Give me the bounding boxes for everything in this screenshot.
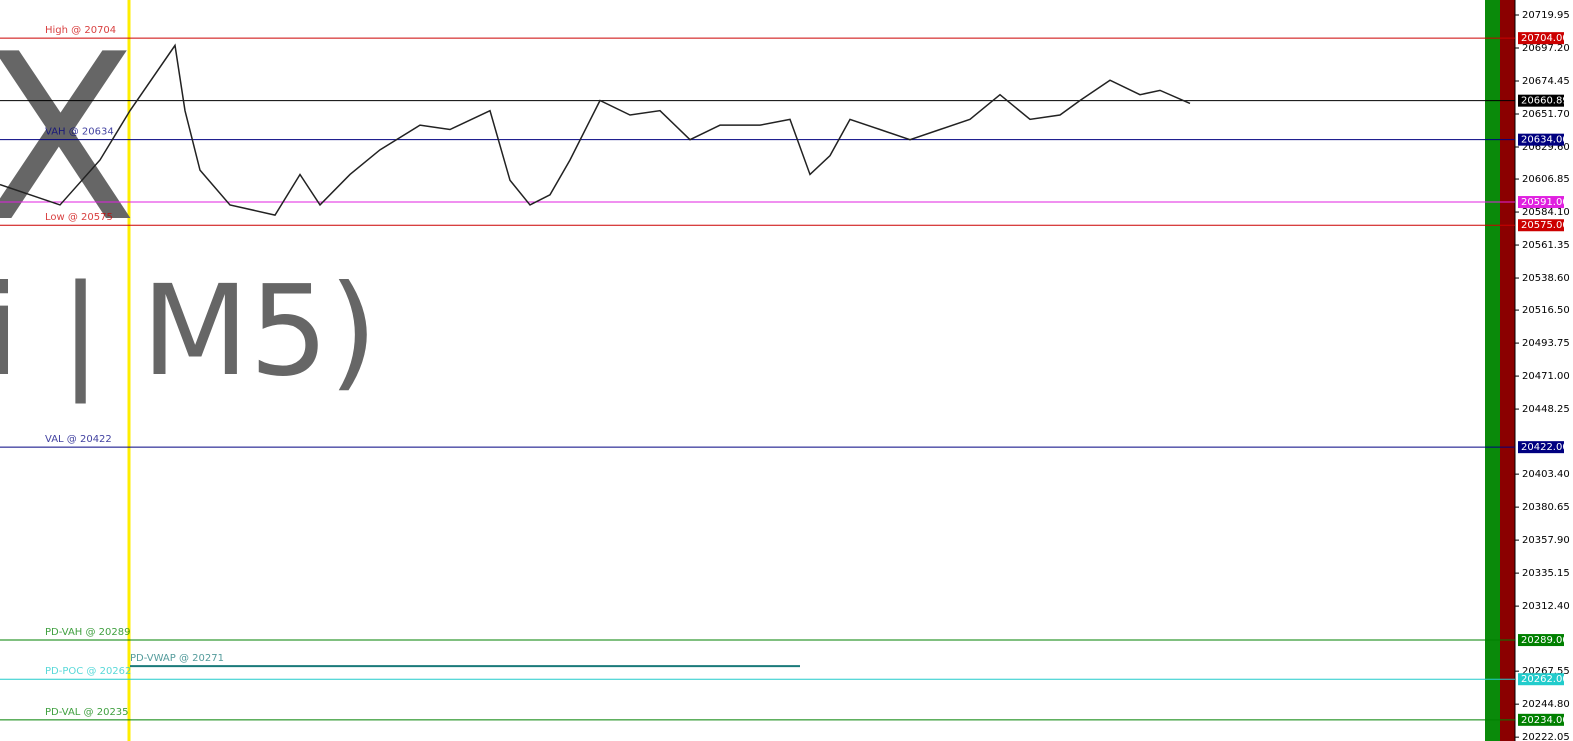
y-tick-label: 20380.65 xyxy=(1522,502,1570,513)
y-tick-label: 20267.55 xyxy=(1522,666,1570,677)
price-tag-label: 20660.89 xyxy=(1521,96,1569,107)
y-tick-label: 20719.95 xyxy=(1522,10,1570,21)
price-tag-label: 20422.00 xyxy=(1521,442,1569,453)
price-tag xyxy=(1518,673,1564,686)
y-tick-label: 20357.90 xyxy=(1522,535,1570,546)
y-tick-label: 20697.20 xyxy=(1522,43,1570,54)
y-tick-label: 20244.80 xyxy=(1522,699,1570,710)
y-tick-label: 20471.00 xyxy=(1522,371,1570,382)
y-tick-label: 20584.10 xyxy=(1522,207,1570,218)
level-label: PD-VAH @ 20289 xyxy=(45,627,130,638)
level-label: PD-POC @ 20262 xyxy=(45,666,131,677)
price-tag-label: 20289.00 xyxy=(1521,635,1569,646)
level-label: Low @ 20575 xyxy=(45,212,113,223)
y-tick-label: 20493.75 xyxy=(1522,338,1570,349)
price-tag xyxy=(1518,32,1564,45)
price-tag xyxy=(1518,94,1564,107)
y-tick-label: 20403.40 xyxy=(1522,469,1570,480)
price-tag-label: 20234.00 xyxy=(1521,715,1569,726)
level-label: High @ 20704 xyxy=(45,25,116,36)
y-tick-label: 20561.35 xyxy=(1522,240,1570,251)
price-tag-label: 20591.00 xyxy=(1521,197,1569,208)
level-label: VAL @ 20422 xyxy=(45,434,112,445)
price-tag-label: 20704.00 xyxy=(1521,33,1569,44)
price-tag-label: 20262.00 xyxy=(1521,674,1569,685)
price-tag xyxy=(1518,441,1564,454)
y-tick-label: 20222.05 xyxy=(1522,732,1570,741)
y-tick-label: 20674.45 xyxy=(1522,76,1570,87)
y-tick-label: 20606.85 xyxy=(1522,174,1570,185)
price-tag-label: 20634.00 xyxy=(1521,135,1569,146)
price-tag xyxy=(1518,196,1564,209)
y-tick-label: 20312.40 xyxy=(1522,601,1570,612)
price-tag xyxy=(1518,219,1564,232)
y-tick-label: 20516.50 xyxy=(1522,305,1570,316)
y-tick-label: 20629.60 xyxy=(1522,142,1570,153)
level-label: PD-VWAP @ 20271 xyxy=(130,653,224,664)
level-label: VAH @ 20634 xyxy=(45,127,114,138)
price-tag xyxy=(1518,133,1564,146)
price-tag xyxy=(1518,713,1564,726)
price-tag xyxy=(1518,634,1564,647)
price-line xyxy=(0,43,1191,216)
y-tick-label: 20651.70 xyxy=(1522,109,1570,120)
y-tick-label: 20538.60 xyxy=(1522,273,1570,284)
strength-bar xyxy=(1500,0,1515,741)
price-tag-label: 20575.00 xyxy=(1521,220,1569,231)
watermark: i | M5) xyxy=(0,259,377,404)
y-tick-label: 20448.25 xyxy=(1522,404,1570,415)
strength-bar xyxy=(1485,0,1500,741)
level-label: PD-VAL @ 20235 xyxy=(45,707,129,718)
y-tick-label: 20335.15 xyxy=(1522,568,1570,579)
